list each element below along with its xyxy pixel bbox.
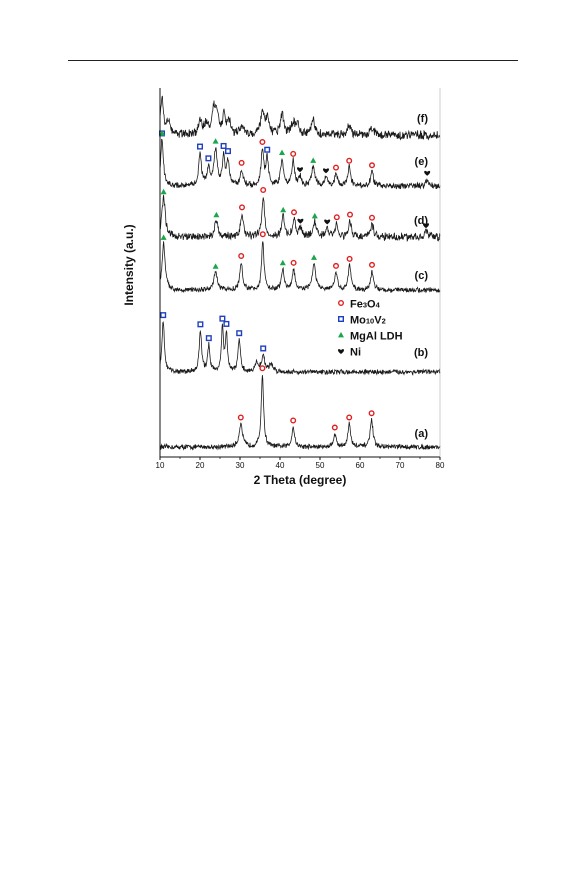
- mgal-marker: [212, 138, 219, 144]
- legend-mo10v2-label: Mo10V2: [350, 315, 386, 327]
- ni-marker: [296, 167, 304, 173]
- x-tick-label: 60: [356, 461, 365, 470]
- legend-mgal-marker: [338, 332, 344, 338]
- fe3o4-marker: [290, 259, 297, 266]
- ni-marker: [322, 168, 330, 174]
- y-axis-label: Intensity (a.u.): [122, 224, 136, 305]
- mo10v2-marker: [196, 143, 203, 150]
- mo10v2-marker: [224, 148, 231, 155]
- mgal-marker: [160, 234, 167, 240]
- series-line-d: [159, 194, 441, 242]
- fe3o4-marker: [290, 417, 297, 424]
- x-tick-label: 30: [236, 461, 245, 470]
- mgal-marker: [280, 206, 287, 213]
- fe3o4-marker: [238, 253, 245, 260]
- mo10v2-marker: [197, 321, 204, 328]
- fe3o4-marker: [333, 164, 340, 171]
- fe3o4-marker: [260, 186, 267, 193]
- page-rule: [68, 60, 518, 61]
- ni-marker: [424, 170, 431, 176]
- fe3o4-marker: [238, 204, 245, 211]
- mgal-marker: [160, 188, 167, 195]
- series-label-d: (d): [414, 215, 428, 227]
- mgal-marker: [311, 212, 318, 219]
- plot-area: [160, 88, 440, 457]
- mgal-marker: [279, 259, 286, 266]
- mgal-marker: [212, 263, 219, 269]
- x-tick-label: 50: [316, 461, 325, 470]
- legend-fe3o4-marker: [338, 300, 345, 307]
- mo10v2-marker: [205, 335, 212, 342]
- ni-marker: [297, 218, 304, 224]
- series-line-e: [159, 138, 441, 190]
- fe3o4-marker: [333, 262, 340, 269]
- mgal-marker: [213, 211, 220, 218]
- mgal-marker: [310, 157, 317, 163]
- fe3o4-marker: [369, 162, 376, 169]
- mgal-marker: [311, 254, 317, 260]
- ni-marker: [324, 219, 331, 225]
- fe3o4-marker: [346, 414, 353, 421]
- series-line-f: [159, 95, 441, 141]
- mo10v2-marker: [264, 146, 271, 153]
- fe3o4-marker: [237, 414, 244, 421]
- legend-ni-label: Ni: [350, 347, 361, 359]
- mo10v2-marker: [260, 345, 267, 352]
- fe3o4-marker: [347, 211, 354, 218]
- legend-fe3o4-label: Fe3O4: [350, 299, 381, 311]
- fe3o4-marker: [259, 138, 266, 145]
- x-axis-label: 2 Theta (degree): [254, 473, 347, 487]
- x-tick-label: 20: [196, 461, 205, 470]
- mo10v2-marker: [160, 312, 167, 319]
- fe3o4-marker: [290, 150, 297, 157]
- mo10v2-marker: [223, 320, 230, 327]
- mo10v2-marker: [220, 142, 227, 149]
- legend-ni-marker: [337, 349, 345, 354]
- series-line-b: [159, 321, 441, 376]
- fe3o4-marker: [238, 159, 245, 166]
- fe3o4-marker: [369, 261, 376, 268]
- series-line-c: [159, 241, 441, 294]
- series-label-e: (e): [415, 156, 429, 168]
- legend-mgal-label: MgAl LDH: [350, 331, 403, 343]
- series-label-f: (f): [417, 113, 428, 125]
- series-line-a: [159, 375, 441, 451]
- series-label-a: (a): [415, 428, 429, 440]
- fe3o4-marker: [346, 255, 353, 262]
- fe3o4-marker: [291, 209, 298, 216]
- fe3o4-marker: [368, 410, 375, 417]
- ni-marker: [422, 223, 430, 229]
- mo10v2-marker: [219, 315, 226, 322]
- fe3o4-marker: [333, 214, 340, 221]
- mgal-marker: [279, 149, 285, 155]
- x-tick-label: 10: [156, 461, 165, 470]
- fe3o4-marker: [259, 231, 266, 238]
- x-tick-label: 70: [396, 461, 405, 470]
- series-label-c: (c): [415, 270, 429, 282]
- series-label-b: (b): [414, 347, 428, 359]
- x-tick-label: 40: [276, 461, 285, 470]
- fe3o4-marker: [346, 157, 353, 164]
- mo10v2-marker: [205, 155, 212, 162]
- mo10v2-marker: [236, 330, 243, 337]
- legend-mo10v2-marker: [338, 316, 345, 323]
- fe3o4-marker: [369, 214, 376, 221]
- x-tick-label: 80: [436, 461, 445, 470]
- fe3o4-marker: [259, 365, 266, 372]
- fe3o4-marker: [331, 424, 338, 431]
